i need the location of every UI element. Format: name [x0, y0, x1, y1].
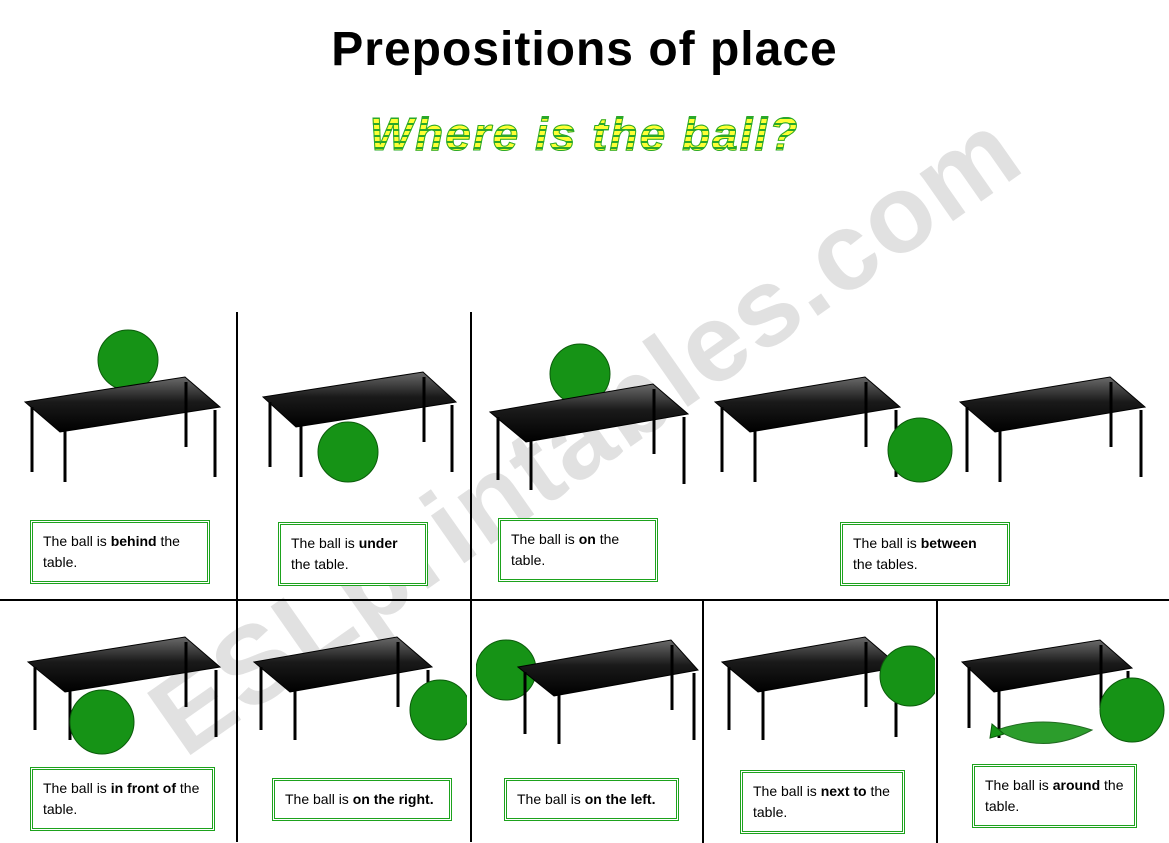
caption-text-pre: The ball is: [511, 531, 579, 547]
caption-text-pre: The ball is: [43, 533, 111, 549]
caption-left: The ball is on the left.: [504, 778, 679, 821]
ball-icon: [1100, 678, 1164, 742]
caption-text-bold: between: [921, 535, 977, 551]
caption-around: The ball is around the table.: [972, 764, 1137, 828]
scene-around: [942, 602, 1167, 762]
caption-text-bold: on: [579, 531, 596, 547]
row-1: The ball is behind the table. The ball i…: [0, 322, 1169, 600]
caption-text-bold: next to: [821, 783, 867, 799]
ball-icon: [888, 418, 952, 482]
caption-nextto: The ball is next to the table.: [740, 770, 905, 834]
scene-on: [478, 322, 693, 502]
scene-right: [242, 602, 467, 762]
caption-infront: The ball is in front of the table.: [30, 767, 215, 831]
ball-icon: [98, 330, 158, 390]
page-title: Prepositions of place: [0, 22, 1169, 77]
caption-text-bold: under: [359, 535, 398, 551]
scene-left: [476, 602, 701, 762]
caption-right: The ball is on the right.: [272, 778, 452, 821]
around-arrow-icon: [997, 722, 1092, 744]
ball-icon: [318, 422, 378, 482]
caption-text-pre: The ball is: [43, 780, 111, 796]
scene-infront: [10, 602, 230, 762]
caption-text-pre: The ball is: [291, 535, 359, 551]
caption-behind: The ball is behind the table.: [30, 520, 210, 584]
caption-on: The ball is on the table.: [498, 518, 658, 582]
caption-text-pre: The ball is: [285, 791, 353, 807]
caption-text-post: the table.: [291, 556, 349, 572]
scene-between: [700, 322, 1160, 502]
caption-text-pre: The ball is: [853, 535, 921, 551]
caption-text-bold: in front of: [111, 780, 176, 796]
caption-text-bold: behind: [111, 533, 157, 549]
ball-icon: [410, 680, 467, 740]
caption-text-bold: on the right.: [353, 791, 434, 807]
caption-text-pre: The ball is: [985, 777, 1053, 793]
caption-text-post: the tables.: [853, 556, 918, 572]
scene-nextto: [710, 602, 935, 762]
caption-text-pre: The ball is: [753, 783, 821, 799]
row-2: The ball is in front of the table. The b…: [0, 602, 1169, 842]
subtitle: Where is the ball?: [370, 107, 800, 161]
caption-text-bold: around: [1053, 777, 1100, 793]
caption-text-pre: The ball is: [517, 791, 585, 807]
scene-behind: [10, 322, 230, 492]
caption-under: The ball is under the table.: [278, 522, 428, 586]
caption-text-bold: on the left.: [585, 791, 656, 807]
ball-icon: [880, 646, 935, 706]
caption-between: The ball is between the tables.: [840, 522, 1010, 586]
scene-under: [248, 322, 463, 502]
ball-icon: [70, 690, 134, 754]
